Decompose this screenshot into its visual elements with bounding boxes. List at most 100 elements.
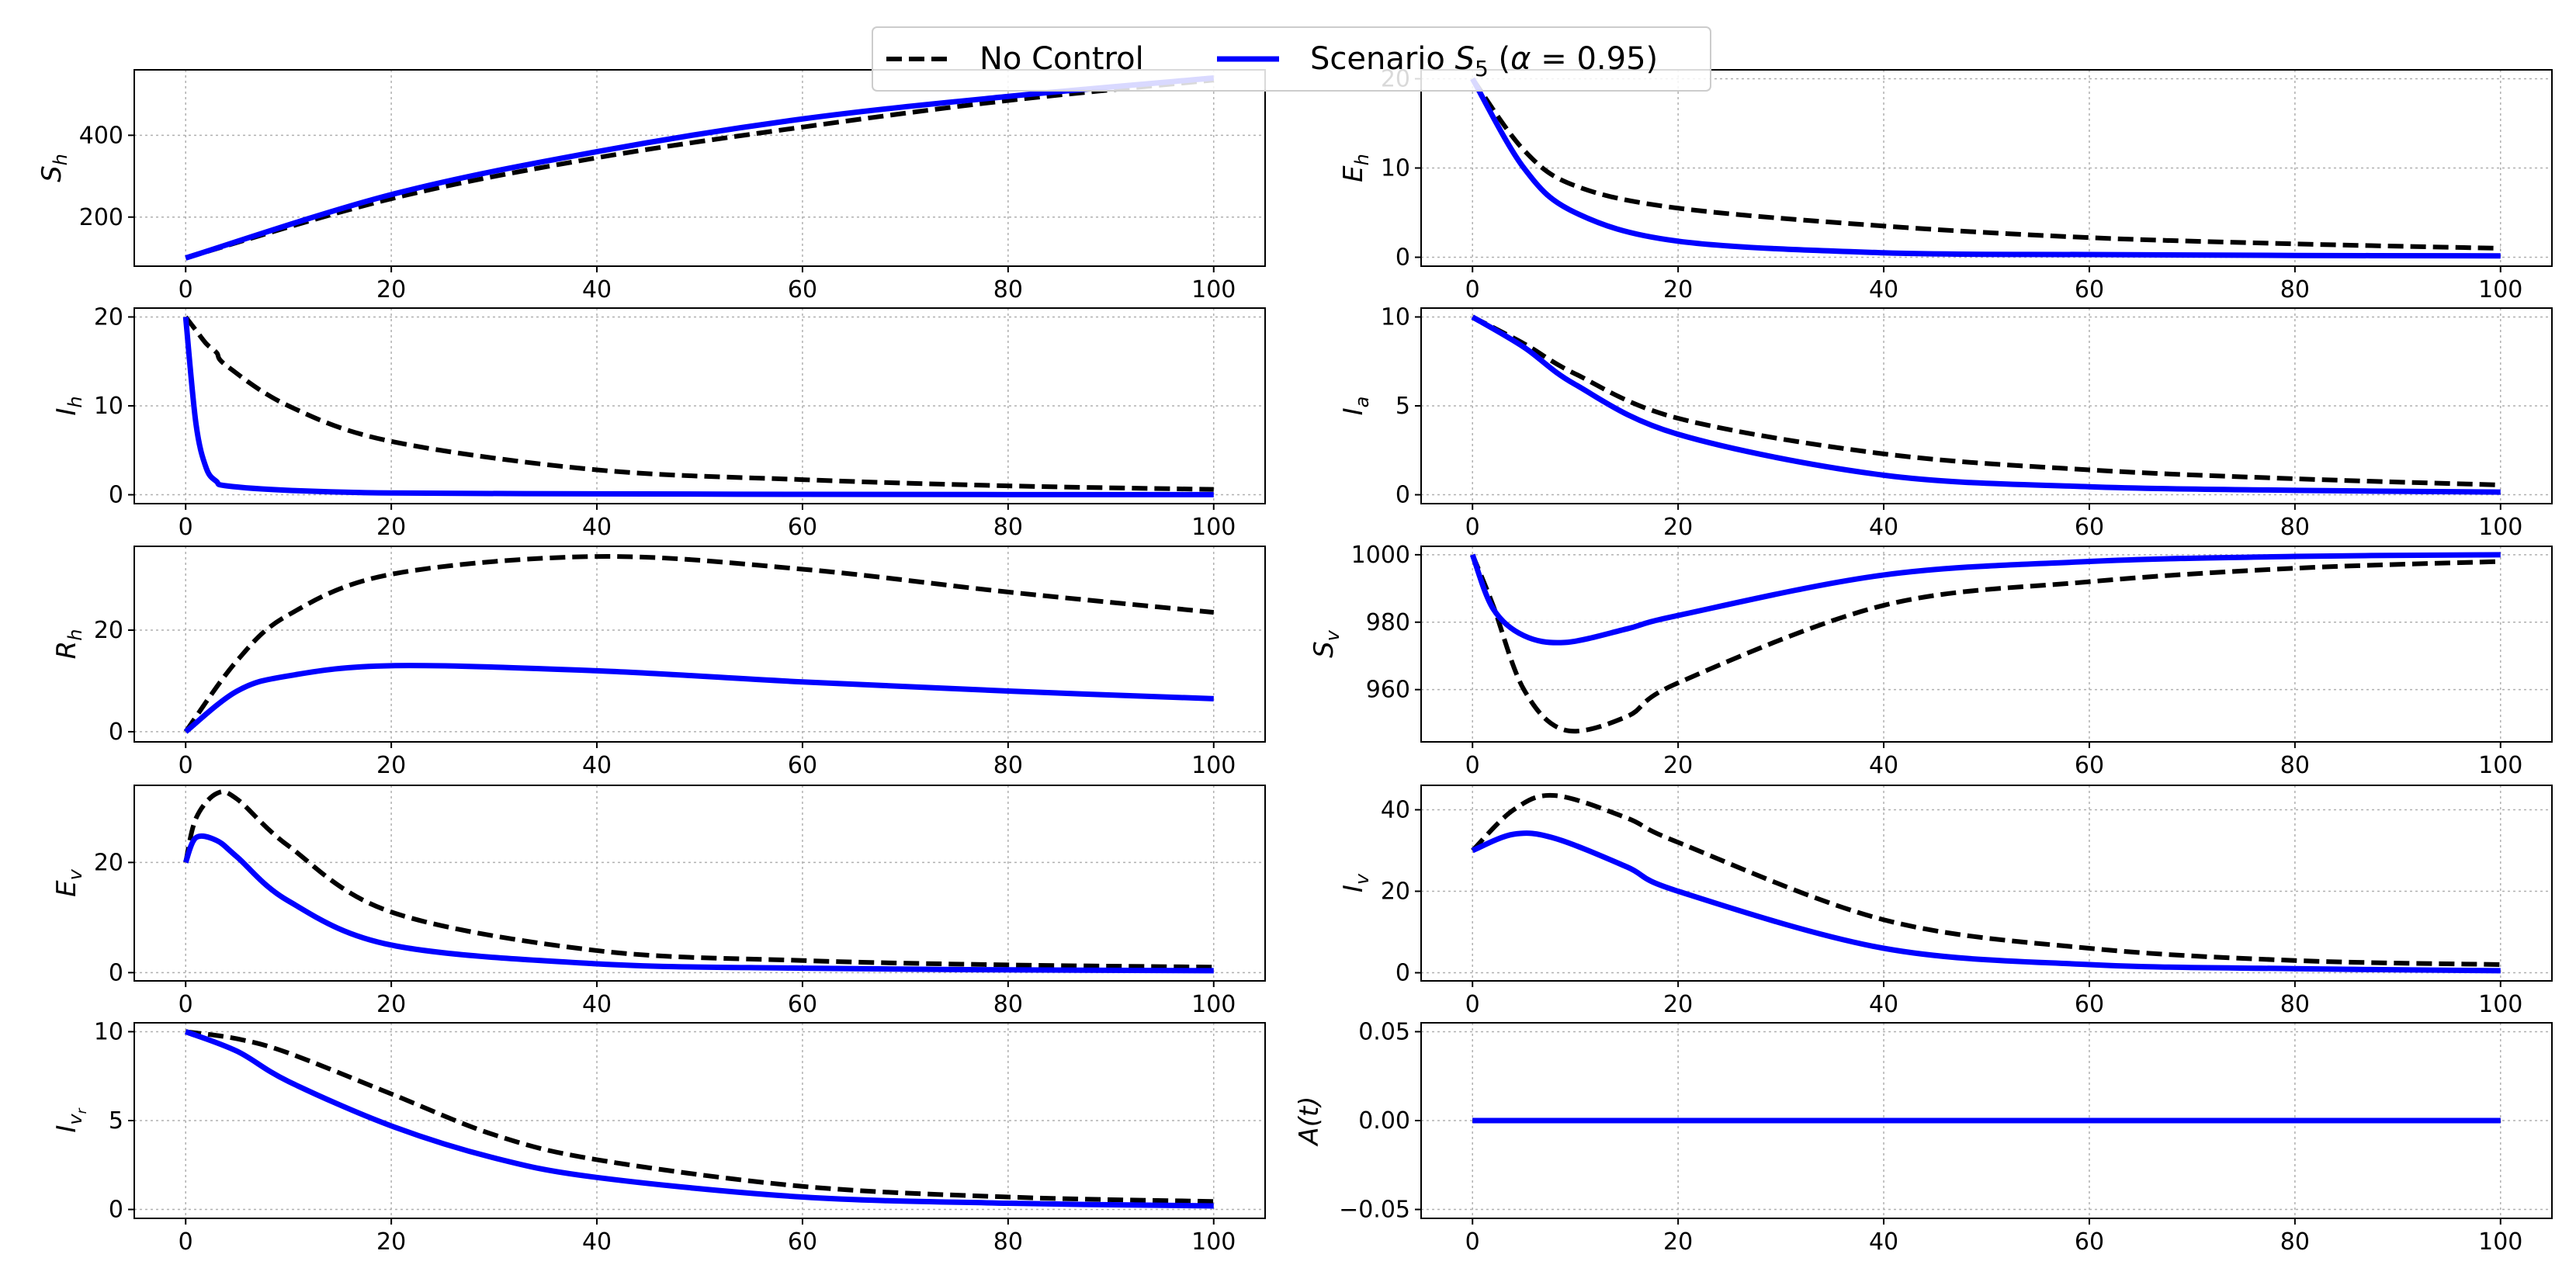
axes-frame — [1420, 785, 2553, 982]
x-tick-label: 60 — [2075, 514, 2104, 541]
y-tick-label: 20 — [94, 617, 123, 644]
series-line-no-control — [185, 1029, 1214, 1204]
x-tick-label: 100 — [2478, 1228, 2522, 1256]
x-tick-label: 60 — [788, 276, 817, 303]
y-tick-label: 0 — [109, 1197, 123, 1224]
x-tick-label: 80 — [993, 276, 1023, 303]
y-tick-label: 0 — [1395, 244, 1410, 272]
panel-9: 0 20 40 60 80 100 0 5 10 Ivr — [51, 1018, 1266, 1256]
x-tick-label: 20 — [376, 991, 406, 1018]
x-tick-label: 0 — [1465, 276, 1480, 303]
x-tick-label: 40 — [1869, 752, 1898, 779]
x-tick-label: 100 — [2478, 752, 2522, 779]
x-tick-label: 60 — [788, 991, 817, 1018]
series-line-no-control — [1471, 792, 2501, 967]
x-tick-label: 80 — [2280, 752, 2310, 779]
y-tick-label: 20 — [94, 849, 123, 876]
x-tick-label: 100 — [2478, 276, 2522, 303]
x-tick-label: 0 — [179, 514, 193, 541]
y-axis-label: Sv — [1309, 629, 1343, 658]
x-tick-label: 0 — [1465, 514, 1480, 541]
x-tick-label: 40 — [582, 752, 612, 779]
y-axis-label: Rh — [51, 629, 86, 660]
y-tick-label: 10 — [1381, 303, 1410, 331]
x-tick-label: 20 — [376, 1228, 406, 1256]
x-tick-label: 20 — [1663, 1228, 1693, 1256]
y-tick-label: 0 — [109, 482, 123, 509]
series-line-scenario — [1470, 77, 2501, 259]
x-tick-label: 100 — [1191, 991, 1236, 1018]
x-tick-label: 80 — [993, 1228, 1023, 1256]
y-tick-label: 1000 — [1351, 542, 1410, 569]
panel-5: 0 20 40 60 80 100 0 20 Rh — [51, 546, 1266, 779]
x-tick-label: 40 — [1869, 514, 1898, 541]
y-tick-label: 10 — [1381, 155, 1410, 182]
y-tick-label: 200 — [79, 204, 123, 231]
x-tick-label: 20 — [1663, 991, 1693, 1018]
x-tick-label: 40 — [582, 991, 612, 1018]
x-tick-label: 60 — [2075, 276, 2104, 303]
y-axis-label: Ih — [51, 396, 86, 415]
panel-8: 0 20 40 60 80 100 0 20 40 Iv — [1338, 785, 2553, 1018]
x-tick-label: 40 — [582, 514, 612, 541]
y-axis-label: Ivr — [51, 1107, 90, 1132]
x-tick-label: 0 — [179, 752, 193, 779]
y-axis-label: Ia — [1338, 397, 1373, 416]
x-tick-label: 20 — [1663, 752, 1693, 779]
axes-frame — [133, 546, 1266, 743]
y-tick-label: 5 — [109, 1107, 123, 1135]
series-line-no-control — [1471, 314, 2501, 487]
series-line-scenario — [185, 75, 1215, 261]
y-tick-label: 980 — [1366, 609, 1410, 636]
x-tick-label: 20 — [376, 276, 406, 303]
axes-frame — [133, 785, 1266, 982]
x-tick-label: 20 — [376, 514, 406, 541]
y-axis-label: Eh — [1338, 154, 1373, 182]
y-tick-label: 10 — [94, 1018, 123, 1045]
x-tick-label: 60 — [788, 1228, 817, 1256]
y-axis-label: Sh — [36, 154, 71, 182]
series-line-scenario — [184, 1029, 1214, 1209]
x-tick-label: 20 — [1663, 514, 1693, 541]
x-tick-label: 100 — [2478, 991, 2522, 1018]
x-tick-label: 40 — [582, 1228, 612, 1256]
x-tick-label: 0 — [179, 991, 193, 1018]
y-tick-label: 20 — [94, 303, 123, 331]
x-tick-label: 80 — [2280, 276, 2310, 303]
panel-6: 0 20 40 60 80 100 960 980 1000 Sv — [1309, 542, 2553, 779]
x-tick-label: 60 — [2075, 752, 2104, 779]
x-tick-label: 40 — [1869, 276, 1898, 303]
x-tick-label: 0 — [179, 276, 193, 303]
series-line-no-control — [183, 554, 1215, 733]
y-axis-label: A(t) — [1294, 1096, 1325, 1146]
x-tick-label: 100 — [1191, 752, 1236, 779]
series-line-no-control — [183, 315, 1214, 492]
x-tick-label: 60 — [2075, 991, 2104, 1018]
y-axis-label: Ev — [51, 868, 86, 896]
x-tick-label: 40 — [582, 276, 612, 303]
series-line-no-control — [183, 789, 1214, 970]
y-axis-label: Iv — [1338, 873, 1373, 892]
series-line-scenario — [1471, 314, 2501, 495]
legend-box — [872, 26, 1711, 92]
series-line-scenario — [1471, 830, 2501, 974]
y-tick-label: 960 — [1366, 677, 1410, 704]
series-line-scenario — [184, 663, 1214, 734]
x-tick-label: 0 — [179, 1228, 193, 1256]
y-tick-label: 0.05 — [1358, 1018, 1410, 1045]
series-line-no-control — [1470, 553, 2501, 734]
y-tick-label: 0 — [109, 959, 123, 986]
y-tick-label: −0.05 — [1339, 1197, 1410, 1224]
legend: No Control Scenario S5 (α = 0.95) — [872, 26, 1711, 92]
panel-3: 0 20 40 60 80 100 0 10 20 Ih — [51, 303, 1266, 541]
x-tick-label: 20 — [1663, 276, 1693, 303]
x-tick-label: 40 — [1869, 1228, 1898, 1256]
panel-7: 0 20 40 60 80 100 0 20 Ev — [51, 785, 1266, 1018]
y-tick-label: 0 — [109, 719, 123, 746]
y-tick-label: 20 — [1381, 878, 1410, 906]
series-line-scenario — [182, 833, 1214, 974]
panel-2: 02040608010001020Eh — [1338, 66, 2553, 303]
panel-4: 0 20 40 60 80 100 0 5 10 Ia — [1338, 303, 2553, 541]
y-tick-label: 5 — [1395, 393, 1410, 420]
